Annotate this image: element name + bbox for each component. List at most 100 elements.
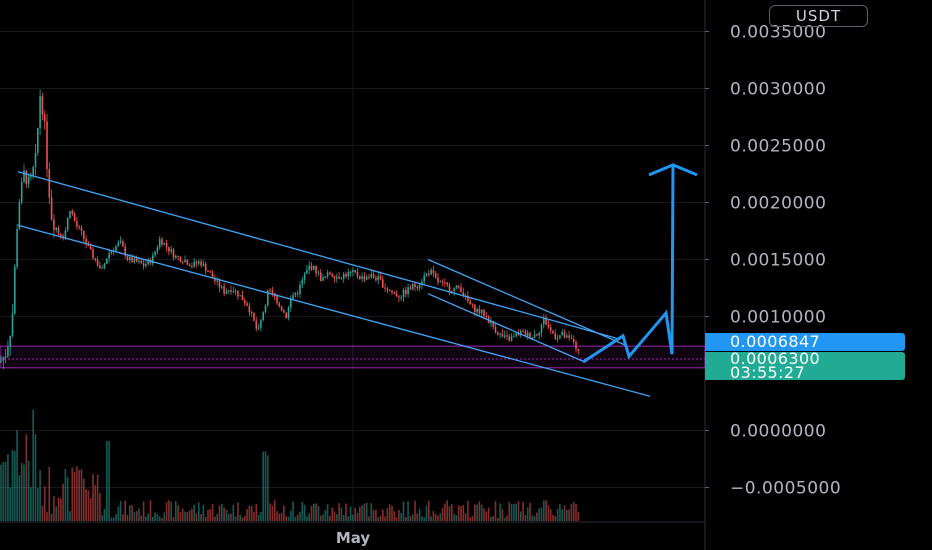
volume-bar (101, 515, 103, 521)
projection-arrowhead (648, 163, 698, 177)
candle-body (175, 256, 177, 258)
volume-bar (106, 441, 108, 521)
volume-bar (48, 466, 51, 521)
candle-body (163, 243, 166, 245)
volume-bar (556, 509, 559, 521)
support-zone (0, 345, 706, 369)
candle-body (191, 266, 193, 268)
volume-bar (370, 503, 373, 521)
projection-arrow (582, 163, 698, 364)
volume-bar (250, 506, 253, 521)
candle-body (218, 280, 221, 288)
candle-body (451, 290, 453, 292)
volume-bar (520, 511, 522, 521)
currency-badge[interactable]: USDT (769, 5, 868, 27)
volume-bar (163, 512, 166, 521)
volume-bar (494, 501, 497, 521)
candle-body (64, 230, 67, 239)
y-tick-label: 0.0025000 (730, 137, 826, 157)
volume-bar (7, 454, 9, 521)
candle-body (315, 265, 317, 274)
candle-body (467, 295, 469, 302)
volume-bar (140, 515, 143, 521)
candle-body (407, 287, 409, 295)
candle-body (568, 335, 570, 338)
volume-bar (306, 516, 308, 521)
candle-body (170, 249, 172, 252)
candle-body (398, 296, 400, 298)
volume-bar (145, 516, 147, 521)
volume-bar (122, 514, 124, 521)
candle-body (165, 243, 168, 247)
candle-body (540, 324, 543, 333)
candle-body (354, 270, 356, 273)
candle-body (200, 261, 202, 266)
candle-body (156, 247, 159, 252)
candle-body (395, 293, 398, 297)
volume-bar (76, 466, 78, 521)
candle-body (485, 316, 488, 318)
volume-bar (209, 509, 212, 521)
candle-body (474, 304, 476, 313)
volume-bar (14, 451, 16, 521)
volume-bar (161, 517, 163, 521)
volume-bar (43, 486, 46, 521)
candle-body (14, 266, 16, 314)
y-tick-label: 0.0035000 (730, 23, 826, 43)
y-tick-label: 0.0015000 (730, 251, 826, 271)
candle-body (566, 335, 568, 338)
volume-bar (310, 506, 313, 521)
volume-bar (455, 515, 458, 521)
candle-body (87, 244, 90, 247)
volume-bar (30, 487, 32, 521)
candle-body (27, 176, 30, 184)
volume-bar (216, 513, 218, 521)
volume-bar (129, 505, 131, 521)
volume-bar (41, 506, 44, 521)
volume-bar (66, 476, 69, 521)
volume-bar (503, 517, 506, 521)
volume-bar (388, 504, 391, 521)
volume-bar (575, 504, 577, 521)
candle-body (41, 96, 44, 115)
candle-body (94, 258, 97, 260)
volume-bar (4, 461, 7, 521)
volume-bar (290, 510, 292, 521)
volume-bar (225, 509, 228, 521)
candle-body (106, 258, 108, 264)
volume-bar (457, 505, 460, 521)
candle-body (129, 257, 131, 260)
candle-body (549, 327, 552, 331)
candle-body (361, 276, 363, 279)
candle-body (280, 306, 283, 311)
y-tick-label: 0.0020000 (730, 194, 826, 214)
volume-bar (177, 505, 179, 521)
candle-body (223, 286, 225, 294)
candle-body (216, 280, 218, 282)
channel-inner-top (427, 258, 626, 346)
candle-body (480, 309, 483, 314)
volume-bar (395, 517, 398, 521)
candle-body (20, 181, 23, 203)
candle-body (283, 310, 285, 313)
candle-body (0, 360, 2, 363)
candle-body (244, 300, 246, 304)
candle-body (168, 246, 170, 252)
volume-bar (386, 508, 389, 521)
candle-body (299, 284, 301, 295)
volume-bar (400, 513, 402, 521)
candle-body (462, 292, 465, 296)
volume-bar (181, 508, 184, 521)
volume-bar (158, 516, 161, 521)
volume-bar (329, 515, 331, 521)
candle-body (556, 338, 559, 340)
candle-body (211, 272, 214, 278)
volume-bar (55, 506, 57, 521)
candle-body (237, 290, 239, 297)
candle-body (402, 289, 405, 298)
candle-body (34, 152, 37, 167)
volume-bar (338, 503, 340, 521)
candle-body (326, 272, 329, 277)
candle-body (158, 239, 161, 248)
